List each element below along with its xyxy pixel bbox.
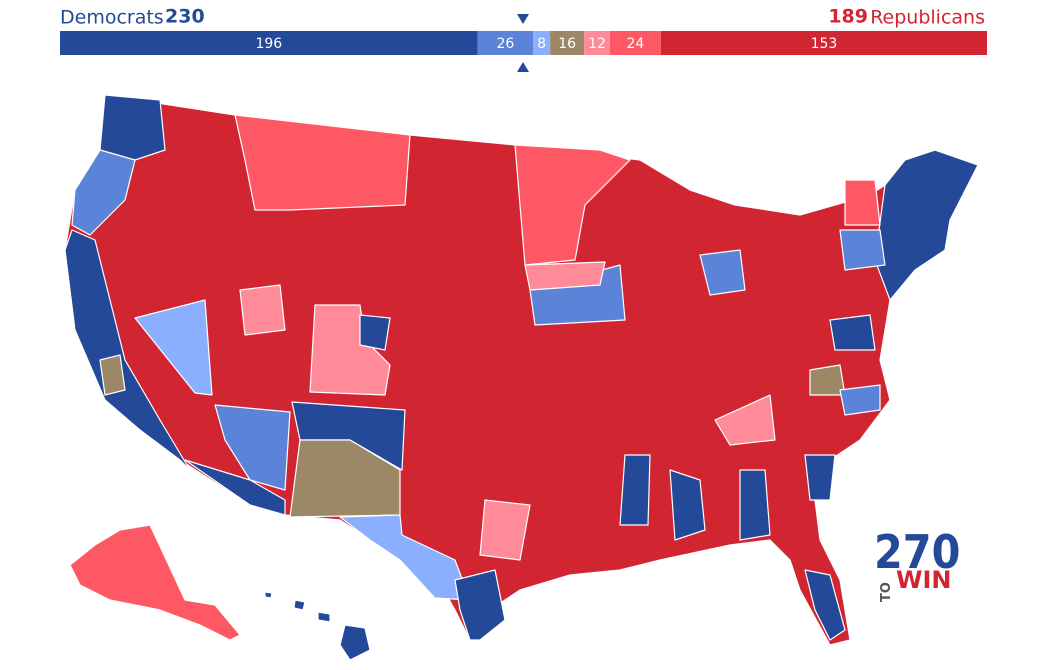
us-map	[64, 94, 979, 661]
segment-label: 8	[537, 36, 546, 52]
bar-segment	[660, 31, 987, 55]
bar-segment	[550, 31, 585, 55]
segment-label: 26	[496, 36, 514, 52]
logo-to: TO	[879, 582, 894, 602]
hawaii	[317, 611, 331, 623]
south-carolina-district	[804, 454, 836, 501]
michigan-district	[699, 249, 746, 296]
dem-label: Democrats	[60, 7, 164, 29]
majority-marker	[517, 14, 529, 24]
segment-label: 12	[588, 36, 606, 52]
montana	[234, 114, 411, 211]
virginia-district	[839, 384, 881, 416]
utah-district	[239, 284, 286, 336]
seat-bar: 196 26 8 16 12 24 153	[60, 31, 987, 55]
maryland-district	[829, 314, 876, 351]
logo-win: WIN	[896, 566, 952, 594]
washington-west	[99, 94, 166, 161]
alabama-district	[669, 469, 706, 541]
bar-segment	[477, 31, 534, 55]
segment-label: 24	[626, 36, 644, 52]
california-coast	[64, 229, 191, 471]
hawaii	[293, 599, 306, 611]
logo: 270 TO WIN	[874, 525, 960, 602]
bar-segment	[609, 31, 661, 55]
bar-segment	[584, 31, 610, 55]
mississippi-district	[619, 454, 651, 526]
new-mexico-tossup	[289, 439, 401, 518]
hawaii	[339, 624, 371, 661]
hawaii	[264, 591, 273, 599]
california-tossup	[99, 354, 126, 396]
georgia-district	[739, 469, 771, 541]
new-york-district	[839, 229, 886, 271]
texas-district	[479, 499, 531, 561]
segment-label: 16	[558, 36, 576, 52]
texas-south	[454, 569, 506, 641]
iowa-district	[524, 261, 606, 291]
arizona-district	[214, 404, 291, 491]
kentucky-district	[714, 394, 776, 446]
arizona-south	[184, 459, 286, 516]
colorado-district	[359, 314, 391, 351]
florida-district	[804, 569, 846, 641]
bar-segment	[533, 31, 551, 55]
majority-marker	[517, 62, 529, 72]
alaska	[69, 524, 241, 641]
rep-total: 189	[828, 6, 868, 28]
colorado-district	[309, 304, 391, 396]
segment-label: 196	[255, 36, 282, 52]
rep-label: Republicans	[870, 7, 985, 29]
dem-total: 230	[165, 6, 205, 28]
oregon-coast	[71, 149, 136, 236]
logo-number: 270	[874, 525, 960, 579]
new-england	[874, 149, 979, 301]
segment-label: 153	[811, 36, 838, 52]
new-york-district	[844, 179, 881, 226]
nevada-district	[134, 299, 213, 396]
bar-segment	[60, 31, 478, 55]
